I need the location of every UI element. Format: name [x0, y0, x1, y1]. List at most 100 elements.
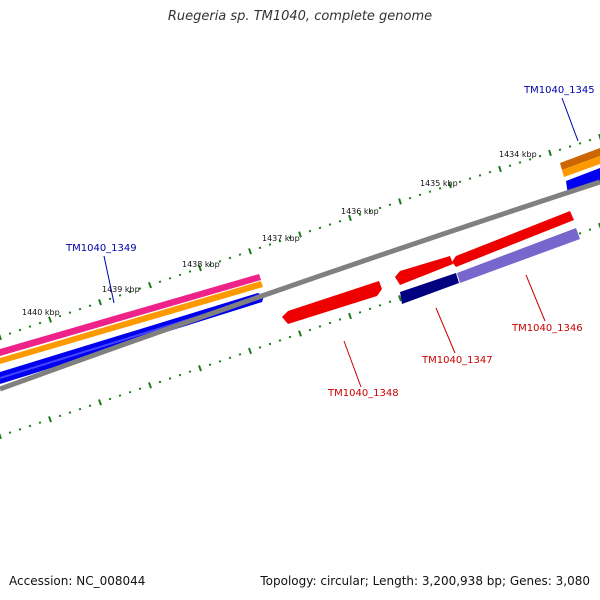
- scale-tick: [338, 318, 342, 321]
- scale-tick: [578, 232, 582, 235]
- scale-tick: [78, 307, 82, 311]
- scale-tick: [68, 411, 72, 414]
- scale-tick: [198, 264, 202, 272]
- scale-tick: [418, 193, 422, 197]
- scale-tick: [128, 290, 132, 294]
- scale-tick: [198, 365, 202, 372]
- kbp-label-1440: 1440 kbp: [22, 308, 60, 317]
- scale-tick: [528, 158, 532, 161]
- gene-label-TM1040-1349[interactable]: TM1040_1349: [65, 243, 137, 254]
- scale-tick: [38, 421, 42, 424]
- gene-label-TM1040-1348[interactable]: TM1040_1348: [327, 388, 399, 399]
- scale-tick: [168, 277, 172, 280]
- gene-label-TM1040-1346[interactable]: TM1040_1346: [511, 323, 583, 334]
- genome-backbone: [0, 179, 600, 392]
- scale-tick: [38, 321, 42, 325]
- scale-tick: [238, 253, 242, 256]
- scale-tick: [228, 356, 232, 360]
- scale-tick: [248, 248, 252, 255]
- scale-tick: [218, 360, 222, 363]
- scale-tick: [288, 236, 292, 240]
- accession-text: Accession: NC_008044: [9, 574, 146, 588]
- scale-tick: [68, 311, 72, 314]
- scale-tick: [168, 377, 172, 380]
- scale-tick: [18, 328, 22, 332]
- scale-tick: [88, 404, 92, 408]
- scale-tick: [388, 203, 392, 207]
- scale-tick: [408, 196, 412, 200]
- gene-TM1040-1348-arrow[interactable]: [282, 281, 382, 324]
- scale-tick: [158, 280, 162, 284]
- scale-tick: [378, 206, 382, 210]
- scale-tick: [258, 346, 262, 349]
- gene-label-TM1040-1345[interactable]: TM1040_1345: [523, 85, 595, 96]
- scale-tick: [148, 382, 152, 389]
- scale-tick: [178, 273, 182, 277]
- orange-feature-track[interactable]: [0, 281, 263, 364]
- scale-tick: [118, 294, 122, 297]
- scale-tick: [228, 256, 232, 260]
- scale-tick: [88, 304, 92, 308]
- pink-feature-track[interactable]: [0, 274, 261, 356]
- scale-tick: [28, 424, 32, 428]
- scale-tick: [268, 342, 272, 346]
- scale-tick: [288, 335, 292, 339]
- scale-tick: [328, 321, 332, 325]
- scale-tick: [388, 300, 392, 304]
- scale-tick: [8, 431, 12, 434]
- scale-tick: [498, 165, 502, 173]
- purple-feature[interactable]: [457, 228, 580, 283]
- scale-tick: [98, 299, 102, 306]
- scale-tick: [268, 243, 272, 246]
- kbp-label-1436: 1436 kbp: [341, 207, 379, 216]
- scale-tick: [598, 222, 600, 229]
- scale-tick: [358, 311, 362, 314]
- scale-tick: [98, 399, 102, 406]
- gene-TM1040-1346-arrow[interactable]: [452, 211, 574, 267]
- kbp-label-1437: 1437 kbp: [262, 234, 300, 243]
- scale-tick: [238, 353, 242, 356]
- scale-tick: [518, 161, 522, 164]
- kbp-label-1434: 1434 kbp: [499, 150, 537, 159]
- scale-tick: [348, 214, 352, 222]
- scale-tick: [478, 174, 482, 177]
- scale-tick: [458, 180, 462, 184]
- scale-tick: [538, 154, 542, 158]
- scale-tick: [278, 339, 282, 342]
- scale-tick: [28, 325, 32, 328]
- scale-tick: [348, 312, 352, 320]
- scale-tick: [48, 316, 52, 323]
- scale-tick: [508, 164, 512, 168]
- scale-tick: [208, 263, 212, 267]
- scale-tick: [308, 328, 312, 332]
- gene-label-TM1040-1347[interactable]: TM1040_1347: [421, 355, 493, 366]
- scale-tick: [108, 297, 112, 301]
- scale-tick: [318, 325, 322, 328]
- scale-tick: [588, 138, 592, 142]
- scale-tick: [368, 307, 372, 311]
- dark-blue-feature[interactable]: [400, 273, 459, 304]
- scale-tick: [278, 239, 282, 243]
- gene-TM1040-1347-arrow[interactable]: [395, 256, 453, 285]
- scale-tick: [358, 213, 362, 216]
- scale-tick: [138, 387, 142, 391]
- scale-tick: [118, 394, 122, 397]
- scale-tick: [158, 380, 162, 384]
- scale-tick: [308, 229, 312, 233]
- scale-tick: [568, 145, 572, 148]
- scale-tick: [218, 260, 222, 263]
- genome-summary-text: Topology: circular; Length: 3,200,938 bp…: [260, 574, 590, 588]
- dark-orange-feature-track[interactable]: [560, 148, 600, 170]
- scale-tick: [398, 198, 402, 205]
- scale-tick: [248, 347, 252, 355]
- scale-tick: [48, 416, 52, 423]
- scale-tick: [188, 270, 192, 273]
- scale-tick: [258, 246, 262, 250]
- outer-tick-track: [0, 133, 600, 341]
- scale-tick: [178, 373, 182, 377]
- scale-tick: [18, 428, 22, 431]
- scale-tick: [148, 281, 152, 289]
- orange-feature-track-right[interactable]: [562, 156, 600, 177]
- kbp-label-1435: 1435 kbp: [420, 179, 458, 188]
